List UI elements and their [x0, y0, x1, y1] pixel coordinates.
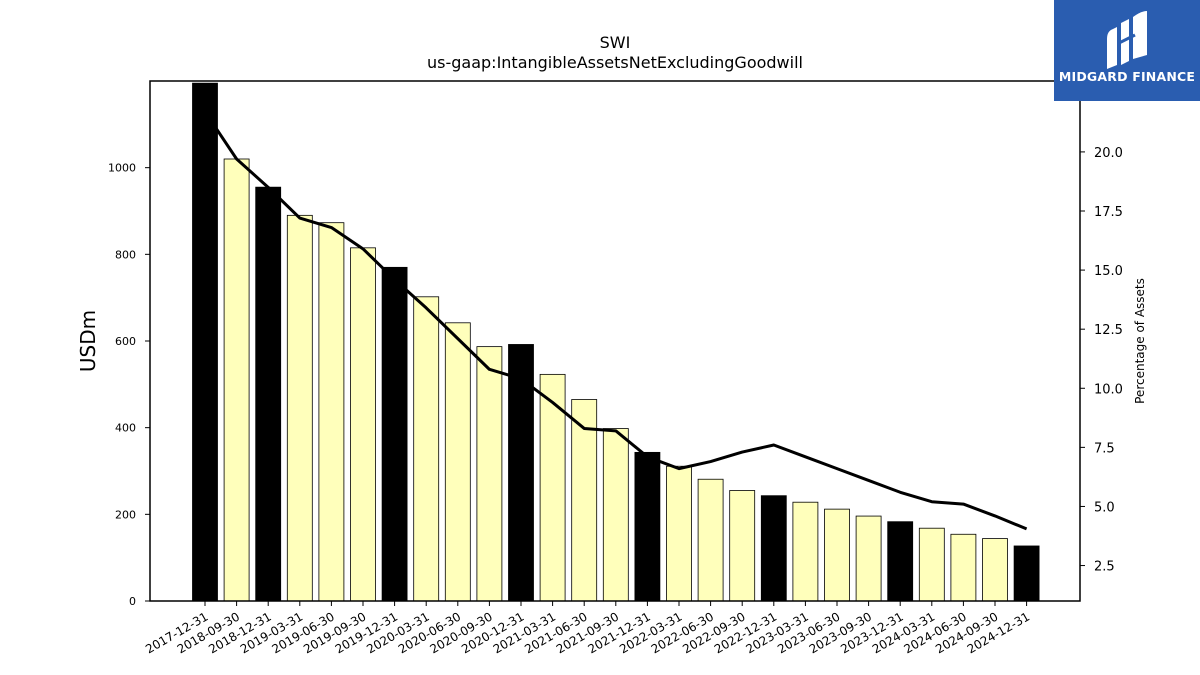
right-tick-label: 5.0 — [1094, 500, 1115, 515]
left-tick-label: 800 — [115, 248, 136, 261]
bar-2022-12-31 — [760, 495, 787, 602]
y2-axis-label: Percentage of Assets — [1133, 278, 1147, 404]
left-tick-label: 400 — [115, 422, 136, 435]
right-tick-label: 2.5 — [1094, 560, 1115, 575]
right-tick-label: 20.0 — [1094, 146, 1123, 161]
line-layer — [203, 110, 1028, 531]
bar-2019-06-30 — [318, 222, 345, 602]
bar-2019-03-31 — [286, 214, 313, 602]
bar-2020-03-31 — [413, 296, 440, 602]
bar-2021-03-31 — [539, 373, 566, 602]
bar-2024-09-30 — [982, 538, 1008, 602]
bar-2019-09-30 — [350, 247, 376, 602]
bar-2017-12-31 — [192, 82, 218, 602]
bar-2021-12-31 — [634, 451, 661, 602]
right-tick-label: 10.0 — [1094, 382, 1123, 397]
midgard-m-logo-icon — [1107, 11, 1147, 69]
bar-2020-12-31 — [508, 344, 534, 602]
bar-2021-06-30 — [571, 399, 598, 602]
bar-2022-03-31 — [666, 465, 692, 602]
right-tick-label: 7.5 — [1094, 441, 1115, 456]
bar-2020-09-30 — [476, 346, 503, 602]
left-tick-label: 200 — [115, 508, 136, 521]
left-tick-label: 600 — [115, 335, 136, 348]
bar-2023-12-31 — [887, 521, 914, 602]
bar-2023-03-31 — [792, 501, 819, 602]
bar-2020-06-30 — [444, 322, 471, 602]
chart-title: SWI — [600, 33, 631, 52]
bar-2024-03-31 — [918, 527, 945, 602]
bar-2019-12-31 — [381, 266, 408, 602]
bar-2021-09-30 — [602, 428, 629, 602]
right-axis-ticks: 2.5 5.0 7.5 10.0 12.5 15.0 17.5 20.0 — [1080, 146, 1123, 575]
bar-2018-09-30 — [223, 158, 250, 602]
right-tick-label: 15.0 — [1094, 264, 1123, 279]
right-tick-label: 12.5 — [1094, 323, 1123, 338]
x-axis-ticks: 2017-12-312018-09-302018-12-312019-03-31… — [143, 601, 1032, 656]
bar-2018-12-31 — [255, 186, 282, 602]
y-axis-label: USDm — [76, 310, 100, 372]
chart-subtitle: us-gaap:IntangibleAssetsNetExcludingGood… — [427, 53, 803, 72]
bar-2022-06-30 — [697, 478, 724, 602]
left-tick-label: 1000 — [108, 162, 136, 175]
bar-2023-09-30 — [855, 515, 882, 602]
bar-2024-12-31 — [1013, 545, 1040, 602]
bar-2024-06-30 — [950, 533, 977, 602]
bar-2022-09-30 — [729, 490, 756, 602]
right-tick-label: 17.5 — [1094, 205, 1123, 220]
brand-logo: MIDGARD FINANCE — [1054, 0, 1200, 101]
bars-group — [192, 82, 1040, 602]
brand-name: MIDGARD FINANCE — [1058, 69, 1196, 84]
left-tick-label: 0 — [129, 595, 136, 608]
bar-2023-06-30 — [824, 508, 850, 602]
left-axis-ticks: 0 200 400 600 800 1000 — [108, 162, 150, 608]
percentage-line — [203, 110, 1028, 531]
